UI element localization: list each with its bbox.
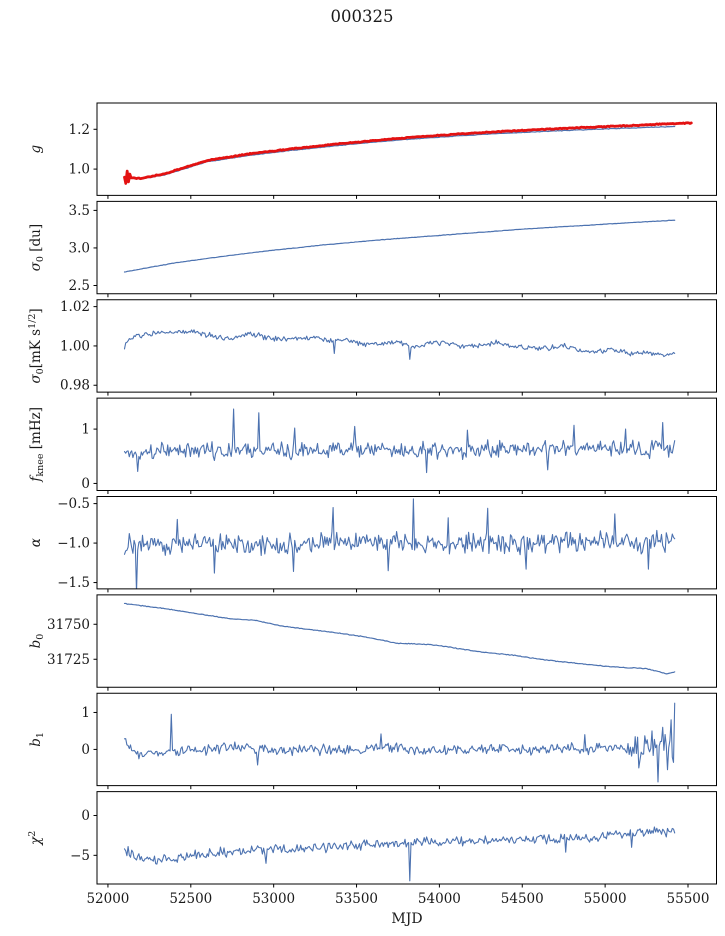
panel-sigma0-mk: 0.98 1.00 1.02 σ0[mK s1/2] <box>27 299 717 396</box>
y-tick-label-chi2: 0 <box>81 808 90 824</box>
y-tick-label-sigma0-du: 2.5 <box>69 278 90 294</box>
panel-alpha-ylabel: α <box>28 538 44 547</box>
y-tick-label-chi2: −5 <box>70 848 90 864</box>
y-tick-label-alpha: −1.5 <box>57 575 90 591</box>
y-tick-label-fknee: 0 <box>81 476 90 492</box>
figure-title: 000325 <box>331 7 394 26</box>
panel-fknee: 0 1 fknee [mHz] <box>28 397 717 494</box>
panel-fknee-ylabel: fknee [mHz] <box>28 407 46 483</box>
y-tick-label-b1: 1 <box>81 705 90 721</box>
x-tick-label: 52000 <box>86 891 129 907</box>
panel-g-frame <box>96 102 717 196</box>
y-tick-label-b0: 31750 <box>47 617 90 633</box>
x-tick-label: 54000 <box>418 891 461 907</box>
y-tick-label-sigma0-mk: 0.98 <box>60 378 90 394</box>
g-smooth-blue-line <box>123 125 676 180</box>
b0-line <box>123 602 676 675</box>
panel-b0-ylabel: b0 <box>28 634 46 649</box>
y-tick-label-b0: 31725 <box>47 652 90 668</box>
x-axis-label: MJD <box>391 911 422 927</box>
panel-b0-frame <box>96 594 717 688</box>
panel-b1-frame <box>96 692 717 787</box>
y-tick-label-sigma0-du: 3.0 <box>69 240 90 256</box>
panel-g: 1.0 1.2 g <box>28 102 717 199</box>
panel-b1: 0 1 b1 <box>28 692 717 790</box>
chi2-line <box>123 826 676 882</box>
alpha-line <box>123 498 676 589</box>
panel-chi2: 0 −5 52000 52500 53000 53500 54000 54500 55000 55… <box>27 791 717 907</box>
y-tick-label-g: 1.2 <box>69 122 90 138</box>
b1-line <box>123 702 676 783</box>
x-tick-label: 53000 <box>252 891 295 907</box>
y-tick-label-alpha: −1.0 <box>57 536 90 552</box>
panel-sigma0-du: 2.5 3.0 3.5 σ0 [du] <box>28 200 717 298</box>
x-tick-label: 55000 <box>584 891 627 907</box>
panel-alpha-frame <box>96 496 717 590</box>
x-tick-label: 53500 <box>335 891 378 907</box>
panel-g-ylabel: g <box>28 145 44 154</box>
y-tick-label-sigma0-mk: 1.00 <box>60 338 90 354</box>
y-tick-label-fknee: 1 <box>81 422 90 438</box>
sigma0-mks-line <box>123 329 676 360</box>
x-tick-label: 54500 <box>501 891 544 907</box>
panel-sigma0-du-frame <box>96 200 717 295</box>
y-tick-label-sigma0-du: 3.5 <box>69 203 90 219</box>
panel-chi2-ylabel: χ2 <box>27 831 44 846</box>
x-tick-label: 52500 <box>169 891 212 907</box>
panel-fknee-frame <box>96 397 717 491</box>
panel-sigma0-mk-ylabel: σ0[mK s1/2] <box>27 308 46 383</box>
fknee-line <box>123 408 676 474</box>
y-tick-label-alpha: −0.5 <box>57 496 90 512</box>
x-tick-label: 55500 <box>667 891 710 907</box>
y-tick-label-sigma0-mk: 1.02 <box>60 299 90 315</box>
y-tick-label-b1: 0 <box>81 742 90 758</box>
panel-sigma0-du-ylabel: σ0 [du] <box>28 224 46 271</box>
sigma0-du-line <box>123 219 676 273</box>
y-tick-label-g: 1.0 <box>69 162 90 178</box>
panel-sigma0-mk-frame <box>96 299 717 393</box>
panel-chi2-frame <box>96 791 717 885</box>
panel-alpha: −0.5 −1.0 −1.5 α <box>28 496 717 593</box>
g-thick-red-line <box>123 121 693 185</box>
panel-b1-ylabel: b1 <box>28 732 46 747</box>
